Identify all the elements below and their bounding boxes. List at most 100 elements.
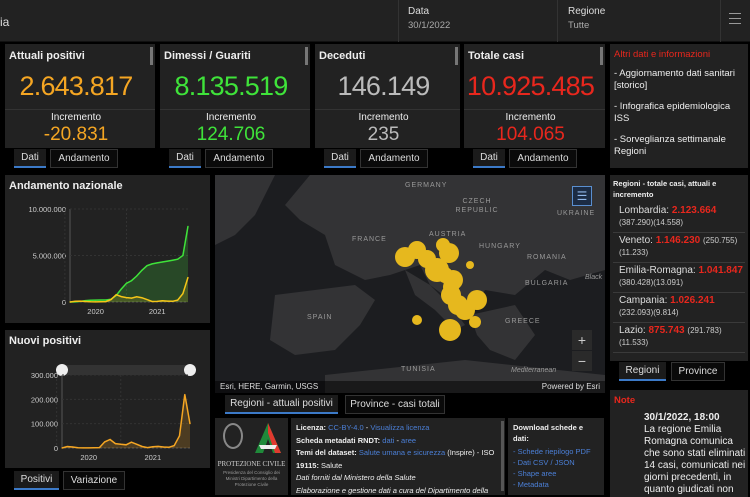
region-label: Regione: [568, 6, 606, 17]
scrollbar[interactable]: [501, 421, 504, 491]
region-row[interactable]: Campania: 1.026.241 (232.093)(9.814): [613, 293, 745, 323]
range-slider-track[interactable]: [62, 365, 190, 375]
y-tick-label: 10.000.000: [28, 205, 66, 214]
tab-dati[interactable]: Dati: [169, 149, 201, 168]
increment-value: -20.831: [43, 124, 109, 145]
map-attribution-bar: Esri, HERE, Garmin, USGS Powered by Esri: [215, 381, 605, 393]
date-label: Data: [408, 6, 430, 17]
info-link-sorveglianza[interactable]: - Sorveglianza settimanale Regioni: [614, 134, 726, 157]
map[interactable]: GERMANY CZECH REPUBLIC UKRAINE FRANCE AUSTRI…: [215, 175, 605, 393]
note-text: La regione Emilia Romagna comunica che s…: [644, 424, 746, 495]
region-row[interactable]: Lombardia: 2.123.664 (387.290)(14.558): [613, 203, 745, 233]
tab-variazione[interactable]: Variazione: [63, 471, 125, 490]
date-selector[interactable]: 30/1/2022: [408, 20, 451, 31]
tab-andamento[interactable]: Andamento: [509, 149, 577, 168]
data-point: [156, 300, 158, 303]
card-value: 8.135.519: [174, 71, 289, 101]
legend-list-icon[interactable]: ☰: [572, 186, 592, 206]
region-bubble[interactable]: [443, 279, 459, 295]
info-link-infografica[interactable]: - Infografica epidemiologica ISS: [614, 101, 731, 124]
data-point: [136, 296, 138, 298]
map-label: Mediterranean: [511, 367, 557, 374]
data-point: [141, 297, 143, 299]
chart-andamento-nazionale: Andamento nazionale 0 5.000.000 10.000.000…: [5, 175, 210, 323]
range-handle-left[interactable]: [56, 364, 68, 376]
data-point: [110, 298, 112, 301]
powered-by-esri[interactable]: Powered by Esri: [541, 382, 600, 391]
logo-subtext: Presidenza del Consiglio dei Ministri Di…: [223, 470, 280, 487]
region-name: Lazio:: [619, 325, 646, 336]
map-label: Black: [585, 274, 603, 281]
tab-dati[interactable]: Dati: [473, 149, 505, 168]
data-point: [77, 447, 79, 449]
zoom-in-button[interactable]: +: [572, 330, 592, 350]
data-point: [98, 446, 100, 449]
tab-andamento[interactable]: Andamento: [205, 149, 273, 168]
data-point: [120, 288, 122, 290]
scrollbar[interactable]: [305, 47, 308, 65]
region-increment: (14.558): [653, 218, 684, 227]
range-handle-right[interactable]: [184, 364, 196, 376]
tab-positivi[interactable]: Positivi: [14, 471, 59, 490]
series-area: [62, 394, 190, 448]
region-bubble[interactable]: [439, 243, 459, 263]
y-tick-label: 0: [54, 444, 58, 453]
tab-andamento[interactable]: Andamento: [50, 149, 118, 168]
map-label: TUNISIA: [401, 366, 436, 373]
y-tick-label: 100.000: [31, 420, 58, 429]
temi-link[interactable]: Salute umana e sicurezza: [358, 448, 446, 457]
data-processing-text: Elaborazione e gestione dati a cura del …: [296, 485, 489, 495]
zoom-out-button[interactable]: −: [572, 351, 592, 371]
region-selector[interactable]: Tutte: [568, 20, 590, 31]
region-bubble[interactable]: [418, 250, 436, 268]
map-label: CZECH REPUBLIC: [455, 198, 499, 214]
region-bubble[interactable]: [439, 319, 461, 341]
hamburger-icon[interactable]: [729, 13, 741, 24]
data-point: [66, 445, 68, 448]
tab-regioni[interactable]: Regioni: [619, 362, 666, 381]
data-point: [152, 446, 154, 448]
tab-andamento[interactable]: Andamento: [360, 149, 428, 168]
tab-province-casi-totali[interactable]: Province - casi totali: [345, 395, 445, 414]
map-label: GREECE: [505, 318, 541, 325]
region-total: 2.123.664: [671, 205, 717, 216]
info-link-aggiornamento[interactable]: - Aggiornamento dati sanitari [storico]: [614, 68, 735, 91]
region-row[interactable]: Veneto: 1.146.230 (250.755) (11.233): [613, 233, 745, 263]
download-csv-json-link[interactable]: - Dati CSV / JSON: [513, 458, 575, 467]
region-row[interactable]: Lazio: 875.743 (291.783) (11.533): [613, 323, 745, 353]
region-bubble[interactable]: [469, 316, 481, 328]
card-totale-casi: Totale casi 10.925.485 Incremento 104.06…: [464, 44, 605, 148]
tab-province[interactable]: Province: [671, 362, 725, 381]
tab-dati[interactable]: Dati: [324, 149, 356, 168]
data-point: [79, 300, 81, 302]
tab-dati[interactable]: Dati: [14, 149, 46, 168]
data-point: [72, 446, 74, 448]
card-deceduti: Deceduti 146.149 Incremento 235: [315, 44, 460, 148]
region-current: (380.428): [619, 278, 654, 287]
data-point: [187, 276, 189, 279]
scrollbar[interactable]: [600, 47, 603, 65]
region-bubble[interactable]: [466, 261, 474, 269]
region-row[interactable]: Emilia-Romagna: 1.041.847 (380.428)(13.0…: [613, 263, 745, 293]
licenza-link[interactable]: CC-BY-4.0: [328, 423, 364, 432]
region-bubble[interactable]: [412, 315, 422, 325]
rndt-aree-link[interactable]: aree: [401, 435, 417, 445]
region-name: Veneto:: [619, 235, 653, 246]
map-bubbles: [395, 238, 487, 341]
map-attribution: Esri, HERE, Garmin, USGS: [220, 382, 319, 391]
scrollbar[interactable]: [455, 47, 458, 65]
download-shape-aree-link[interactable]: - Shape aree: [513, 469, 557, 478]
scrollbar[interactable]: [150, 47, 153, 65]
download-metadata-link[interactable]: - Metadata: [513, 480, 549, 489]
data-point: [177, 258, 179, 260]
data-point: [136, 443, 138, 445]
tab-regioni-attuali-positivi[interactable]: Regioni - attuali positivi: [225, 395, 338, 414]
download-schede-pdf-link[interactable]: - Schede riepilogo PDF: [513, 447, 591, 456]
data-point: [161, 261, 163, 263]
region-bubble[interactable]: [467, 290, 487, 310]
rndt-dati-link[interactable]: dati: [382, 435, 395, 445]
x-tick-label: 2021: [149, 307, 166, 316]
iso-label: 19115:: [296, 460, 319, 470]
chart-plot: 0 100.000 200.000 300.000 2020 2021: [31, 364, 196, 462]
visualizza-licenza-link[interactable]: Visualizza licenza: [370, 423, 430, 432]
